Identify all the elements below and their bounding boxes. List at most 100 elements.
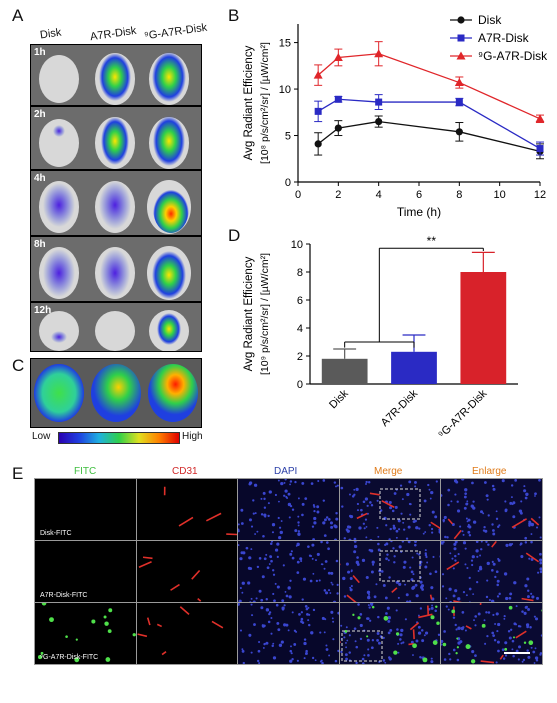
nucleus-dot xyxy=(454,554,457,558)
nucleus-dot xyxy=(449,552,452,555)
nucleus-dot xyxy=(365,480,368,484)
fitc-signal xyxy=(383,615,389,621)
nucleus-dot xyxy=(402,521,404,524)
nucleus-dot xyxy=(520,555,524,559)
nucleus-dot xyxy=(333,524,337,528)
imaging-row-1h: 1h xyxy=(30,44,202,106)
nucleus-dot xyxy=(322,499,326,502)
nucleus-dot xyxy=(305,652,308,655)
vessel xyxy=(430,521,441,530)
nucleus-dot xyxy=(399,484,402,487)
vessel xyxy=(480,603,482,606)
imaging-row-12h: 12h xyxy=(30,302,202,352)
nucleus-dot xyxy=(505,543,509,547)
nucleus-dot xyxy=(453,547,457,551)
series-line-1 xyxy=(317,98,541,150)
nucleus-dot xyxy=(399,628,404,633)
nucleus-dot xyxy=(343,537,346,540)
nucleus-dot xyxy=(405,537,408,540)
nucleus-dot xyxy=(423,634,426,637)
nucleus-dot xyxy=(384,661,386,664)
vessel xyxy=(178,516,193,527)
zoom-box xyxy=(379,550,421,582)
zoom-box xyxy=(341,630,383,662)
nucleus-dot xyxy=(291,611,294,614)
fitc-signal xyxy=(524,641,527,644)
nucleus-dot xyxy=(464,488,468,492)
nucleus-dot xyxy=(534,647,537,650)
nucleus-dot xyxy=(278,535,282,540)
nucleus-dot xyxy=(258,641,261,644)
nucleus-dot xyxy=(297,560,300,564)
nucleus-dot xyxy=(452,523,456,526)
nucleus-dot xyxy=(464,547,468,550)
fitc-signal xyxy=(457,646,460,649)
nucleus-dot xyxy=(454,559,458,562)
nucleus-dot xyxy=(534,615,537,618)
nucleus-dot xyxy=(441,639,444,643)
microscopy-image xyxy=(137,606,223,656)
nucleus-dot xyxy=(439,555,441,558)
nucleus-dot xyxy=(408,502,411,506)
nucleus-dot xyxy=(524,584,528,588)
nucleus-dot xyxy=(284,479,287,481)
nucleus-dot xyxy=(449,658,452,661)
nucleus-dot xyxy=(270,632,273,635)
nucleus-dot xyxy=(281,599,285,602)
nucleus-dot xyxy=(248,556,252,560)
nucleus-dot xyxy=(524,536,528,540)
nucleus-dot xyxy=(461,479,465,481)
nucleus-dot xyxy=(431,510,435,514)
nucleus-dot xyxy=(301,502,305,506)
nucleus-dot xyxy=(250,651,253,654)
nucleus-dot xyxy=(444,535,447,539)
nucleus-dot xyxy=(393,492,397,495)
nucleus-dot xyxy=(252,512,256,515)
microscopy-panel-r3-c2 xyxy=(135,602,239,665)
nucleus-dot xyxy=(537,571,540,574)
nucleus-dot xyxy=(472,500,476,503)
panel-label-a: A xyxy=(12,6,24,25)
microscopy-image xyxy=(339,541,441,602)
nucleus-dot xyxy=(387,656,391,659)
nucleus-dot xyxy=(322,521,326,525)
nucleus-dot xyxy=(384,612,388,615)
nucleus-dot xyxy=(288,595,292,599)
nucleus-dot xyxy=(508,630,511,633)
nucleus-dot xyxy=(390,541,393,543)
nucleus-dot xyxy=(404,618,407,621)
vessel xyxy=(521,597,535,602)
nucleus-dot xyxy=(382,659,385,662)
nucleus-dot xyxy=(468,525,472,529)
nucleus-dot xyxy=(369,538,373,540)
nucleus-dot xyxy=(285,594,289,598)
fitc-signal xyxy=(411,643,417,649)
nucleus-dot xyxy=(472,593,475,596)
nucleus-dot xyxy=(465,629,468,632)
nucleus-dot xyxy=(352,550,356,554)
nucleus-dot xyxy=(241,522,244,525)
y-tick-label: 10 xyxy=(279,84,291,96)
nucleus-dot xyxy=(290,645,293,648)
microscopy-grid xyxy=(34,478,543,665)
nucleus-dot xyxy=(361,662,365,664)
nucleus-dot xyxy=(496,583,500,587)
nucleus-dot xyxy=(278,500,281,503)
fitc-signal xyxy=(65,635,68,638)
nucleus-dot xyxy=(355,487,359,491)
nucleus-dot xyxy=(353,544,358,549)
nucleus-dot xyxy=(526,649,530,652)
vessel xyxy=(190,569,200,580)
nucleus-dot xyxy=(514,479,518,482)
nucleus-dot xyxy=(453,542,457,546)
nucleus-dot xyxy=(297,532,301,536)
series-line-2 xyxy=(317,53,541,120)
nucleus-dot xyxy=(411,556,414,559)
nucleus-dot xyxy=(289,579,292,582)
nucleus-dot xyxy=(336,592,339,595)
nucleus-dot xyxy=(518,645,522,649)
fitc-signal xyxy=(392,650,398,655)
nucleus-dot xyxy=(261,575,265,579)
data-point xyxy=(334,95,342,103)
y-tick-label: 15 xyxy=(279,38,291,50)
